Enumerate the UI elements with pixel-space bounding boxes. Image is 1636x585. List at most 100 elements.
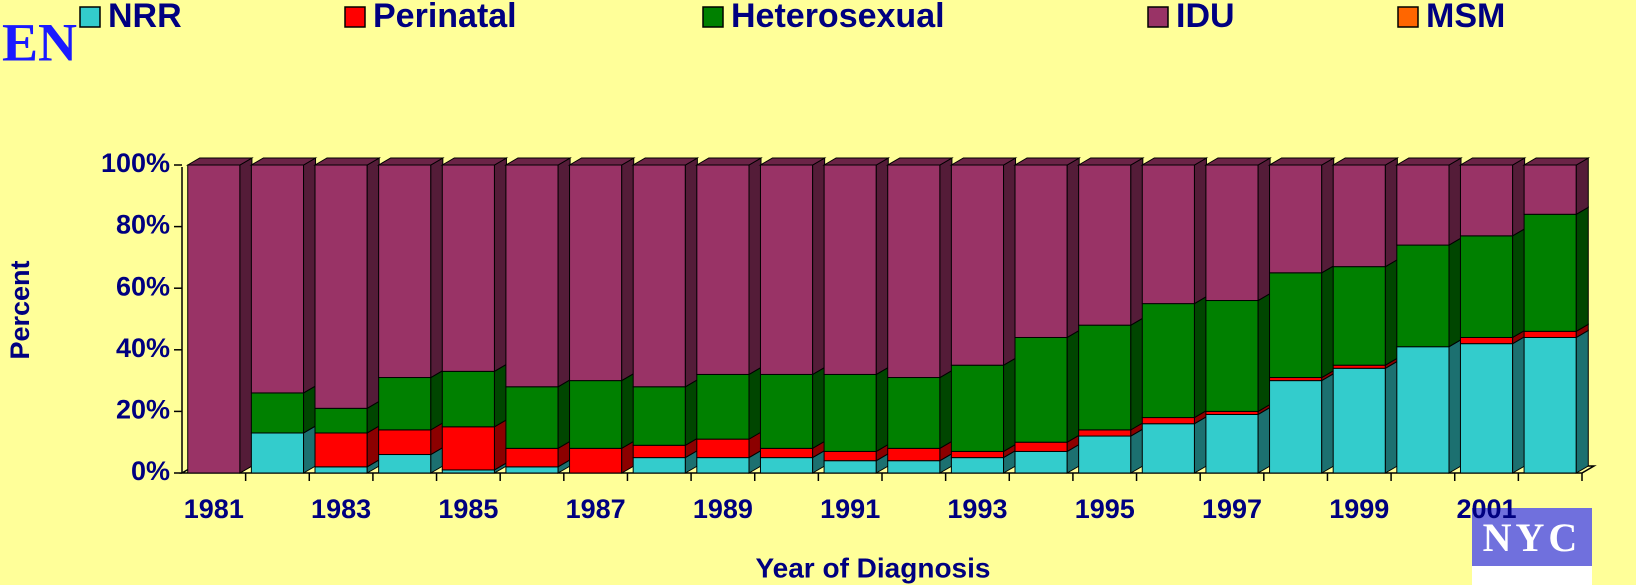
bar-segment <box>696 164 750 375</box>
bar-segment <box>505 386 559 449</box>
bar-top <box>1076 157 1145 166</box>
bar-top <box>631 157 700 166</box>
bar-top <box>1458 157 1527 166</box>
y-tick-label: 80% <box>116 210 170 240</box>
bar-segment <box>759 373 814 449</box>
bar-segment <box>950 164 1005 366</box>
bar-segment <box>1269 164 1323 274</box>
bar-segment <box>1014 164 1068 338</box>
bar-segment <box>887 447 941 462</box>
bar-top <box>949 157 1018 166</box>
bar-segment <box>632 164 686 388</box>
bar-segment <box>250 392 305 434</box>
bar-segment-side <box>1066 157 1080 339</box>
bar-segment <box>505 164 559 388</box>
bar-top <box>185 157 254 166</box>
bar-segment-side <box>1130 317 1144 431</box>
bar-segment <box>950 450 1005 459</box>
bar-segment <box>314 432 368 468</box>
bar-segment <box>823 450 877 462</box>
bar-segment <box>823 460 877 474</box>
bar-segment-side <box>430 157 444 379</box>
x-tick-label: 1983 <box>311 494 371 524</box>
bar-segment-side <box>493 418 507 471</box>
bar-segment <box>950 457 1005 474</box>
bar-segment-side <box>1257 157 1271 302</box>
bar-segment-side <box>430 369 444 431</box>
bar-segment <box>696 457 750 474</box>
bar-segment-side <box>939 369 953 450</box>
x-tick-label: 1997 <box>1202 494 1262 524</box>
bar-segment <box>569 380 623 449</box>
y-axis-label: Percent <box>5 260 35 359</box>
bar-segment-side <box>812 157 826 376</box>
bar-segment-side <box>303 425 317 474</box>
bar-segment <box>187 164 241 474</box>
bar-segment <box>632 386 686 446</box>
bar-segment-side <box>621 157 635 382</box>
bar-segment <box>1332 164 1386 268</box>
x-tick-label: 1995 <box>1075 494 1135 524</box>
legend-label: MSM <box>1426 0 1505 35</box>
legend-swatch <box>79 6 101 28</box>
bar-segment-side <box>812 366 826 450</box>
legend-label: IDU <box>1176 0 1235 35</box>
y-tick-label: 0% <box>131 456 170 486</box>
bar-segment-side <box>875 366 889 453</box>
bar-segment <box>1459 235 1514 338</box>
bar-segment-side <box>1448 338 1462 474</box>
bar-segment <box>823 373 877 452</box>
bar-segment <box>1078 435 1132 474</box>
x-tick-label: 1989 <box>693 494 753 524</box>
bar-segment <box>1523 213 1577 332</box>
bar-segment <box>314 407 368 434</box>
bar-segment-side <box>1575 206 1589 333</box>
bar-segment-side <box>493 157 507 373</box>
bar-segment-side <box>1512 227 1526 339</box>
x-tick-label: 1987 <box>566 494 626 524</box>
bar-segment <box>1459 164 1514 237</box>
bar-segment-side <box>1448 157 1462 246</box>
bar-top <box>1522 157 1591 166</box>
legend-swatch <box>1397 6 1419 28</box>
bar-segment <box>1205 413 1259 474</box>
bar-segment-side <box>1193 415 1207 474</box>
legend-label: Perinatal <box>373 0 517 35</box>
bar-segment-side <box>684 157 698 388</box>
bar-segment <box>1141 303 1195 419</box>
bar-segment <box>887 460 941 474</box>
bar-top <box>885 157 954 166</box>
bar-segment <box>759 447 814 459</box>
bar-segment-side <box>621 372 635 450</box>
bar-segment-side <box>1321 157 1335 274</box>
bar-segment <box>759 164 814 375</box>
bar-segment-side <box>1193 157 1207 305</box>
bar-segment-side <box>1512 157 1526 237</box>
bar-top <box>758 157 827 166</box>
y-tick-label: 20% <box>116 395 170 425</box>
y-tick-label: 60% <box>116 271 170 301</box>
bar-segment-side <box>684 378 698 447</box>
bar-top <box>694 157 763 166</box>
bar-segment-side <box>748 366 762 440</box>
legend-swatch <box>344 6 366 28</box>
x-tick-label: 1985 <box>438 494 498 524</box>
bar-segment <box>1078 429 1132 437</box>
bar-segment <box>887 377 941 449</box>
bar-segment <box>759 457 814 474</box>
legend-swatch <box>1147 6 1169 28</box>
bar-top <box>1204 157 1272 166</box>
bar-segment-side <box>1193 295 1207 419</box>
bar-segment <box>1078 164 1132 326</box>
bar-top <box>1267 157 1336 166</box>
bar-segment-side <box>557 378 571 450</box>
legend-label: NRR <box>108 0 182 35</box>
bar-segment-side <box>1384 360 1398 474</box>
logo-strip <box>1472 566 1592 585</box>
bar-segment-side <box>1575 329 1589 474</box>
y-tick-label: 40% <box>116 333 170 363</box>
bar-segment <box>505 447 559 468</box>
chart-title: EN <box>2 12 77 72</box>
bar-segment-side <box>239 157 253 474</box>
